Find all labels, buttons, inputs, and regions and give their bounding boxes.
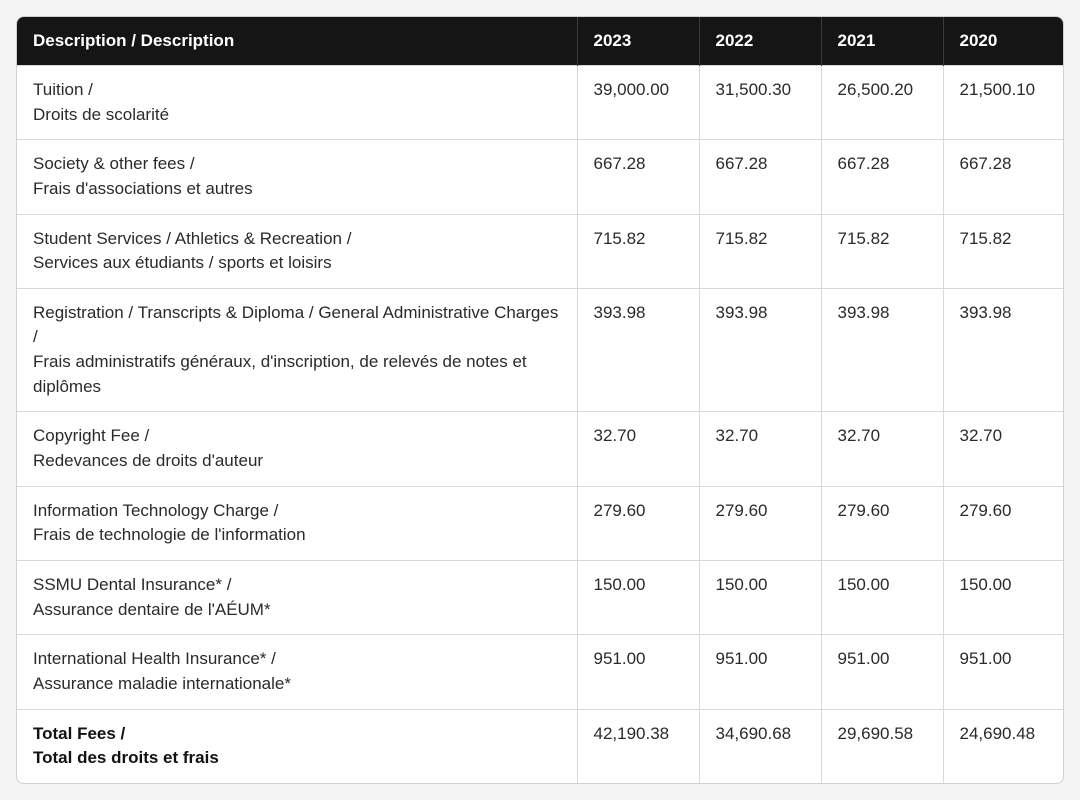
desc-fr: Assurance maladie internationale* bbox=[33, 672, 561, 697]
col-header-2020: 2020 bbox=[943, 17, 1064, 66]
col-header-2022: 2022 bbox=[699, 17, 821, 66]
cell-value: 951.00 bbox=[943, 635, 1064, 709]
desc-fr: Droits de scolarité bbox=[33, 103, 561, 128]
table-row: Total Fees /Total des droits et frais42,… bbox=[17, 709, 1064, 783]
cell-description: Information Technology Charge /Frais de … bbox=[17, 486, 577, 560]
desc-fr: Frais administratifs généraux, d'inscrip… bbox=[33, 350, 561, 399]
desc-en: Total Fees / bbox=[33, 722, 561, 747]
desc-en: Tuition / bbox=[33, 78, 561, 103]
cell-value: 715.82 bbox=[821, 214, 943, 288]
cell-value: 393.98 bbox=[821, 288, 943, 412]
desc-en: International Health Insurance* / bbox=[33, 647, 561, 672]
desc-en: Information Technology Charge / bbox=[33, 499, 561, 524]
table-row: Student Services / Athletics & Recreatio… bbox=[17, 214, 1064, 288]
cell-description: Society & other fees /Frais d'associatio… bbox=[17, 140, 577, 214]
cell-value: 32.70 bbox=[943, 412, 1064, 486]
table-row: Tuition /Droits de scolarité39,000.0031,… bbox=[17, 66, 1064, 140]
cell-value: 667.28 bbox=[943, 140, 1064, 214]
desc-fr: Redevances de droits d'auteur bbox=[33, 449, 561, 474]
cell-description: International Health Insurance* /Assuran… bbox=[17, 635, 577, 709]
table-row: SSMU Dental Insurance* /Assurance dentai… bbox=[17, 560, 1064, 634]
col-header-2021: 2021 bbox=[821, 17, 943, 66]
desc-fr: Frais d'associations et autres bbox=[33, 177, 561, 202]
table-row: International Health Insurance* /Assuran… bbox=[17, 635, 1064, 709]
desc-en: Student Services / Athletics & Recreatio… bbox=[33, 227, 561, 252]
desc-fr: Assurance dentaire de l'AÉUM* bbox=[33, 598, 561, 623]
cell-value: 29,690.58 bbox=[821, 709, 943, 783]
cell-value: 150.00 bbox=[943, 560, 1064, 634]
cell-description: SSMU Dental Insurance* /Assurance dentai… bbox=[17, 560, 577, 634]
cell-value: 21,500.10 bbox=[943, 66, 1064, 140]
cell-value: 150.00 bbox=[577, 560, 699, 634]
cell-value: 393.98 bbox=[699, 288, 821, 412]
desc-fr: Frais de technologie de l'information bbox=[33, 523, 561, 548]
table-row: Information Technology Charge /Frais de … bbox=[17, 486, 1064, 560]
cell-value: 667.28 bbox=[577, 140, 699, 214]
desc-en: Society & other fees / bbox=[33, 152, 561, 177]
desc-en: Registration / Transcripts & Diploma / G… bbox=[33, 301, 561, 350]
cell-value: 667.28 bbox=[821, 140, 943, 214]
cell-value: 393.98 bbox=[943, 288, 1064, 412]
cell-value: 34,690.68 bbox=[699, 709, 821, 783]
fees-table: Description / Description 2023 2022 2021… bbox=[17, 17, 1064, 783]
cell-value: 39,000.00 bbox=[577, 66, 699, 140]
table-row: Society & other fees /Frais d'associatio… bbox=[17, 140, 1064, 214]
cell-description: Registration / Transcripts & Diploma / G… bbox=[17, 288, 577, 412]
cell-value: 951.00 bbox=[821, 635, 943, 709]
cell-value: 715.82 bbox=[699, 214, 821, 288]
cell-value: 279.60 bbox=[821, 486, 943, 560]
cell-description: Copyright Fee /Redevances de droits d'au… bbox=[17, 412, 577, 486]
cell-value: 150.00 bbox=[821, 560, 943, 634]
cell-description: Student Services / Athletics & Recreatio… bbox=[17, 214, 577, 288]
cell-value: 715.82 bbox=[943, 214, 1064, 288]
table-body: Tuition /Droits de scolarité39,000.0031,… bbox=[17, 66, 1064, 783]
fees-table-container: Description / Description 2023 2022 2021… bbox=[16, 16, 1064, 784]
table-header: Description / Description 2023 2022 2021… bbox=[17, 17, 1064, 66]
cell-value: 31,500.30 bbox=[699, 66, 821, 140]
cell-value: 42,190.38 bbox=[577, 709, 699, 783]
col-header-2023: 2023 bbox=[577, 17, 699, 66]
cell-value: 24,690.48 bbox=[943, 709, 1064, 783]
table-row: Registration / Transcripts & Diploma / G… bbox=[17, 288, 1064, 412]
cell-value: 393.98 bbox=[577, 288, 699, 412]
desc-en: SSMU Dental Insurance* / bbox=[33, 573, 561, 598]
cell-value: 150.00 bbox=[699, 560, 821, 634]
cell-value: 951.00 bbox=[577, 635, 699, 709]
desc-fr: Total des droits et frais bbox=[33, 746, 561, 771]
cell-value: 32.70 bbox=[821, 412, 943, 486]
cell-description: Tuition /Droits de scolarité bbox=[17, 66, 577, 140]
cell-value: 32.70 bbox=[577, 412, 699, 486]
cell-description: Total Fees /Total des droits et frais bbox=[17, 709, 577, 783]
cell-value: 26,500.20 bbox=[821, 66, 943, 140]
cell-value: 279.60 bbox=[943, 486, 1064, 560]
col-header-description: Description / Description bbox=[17, 17, 577, 66]
desc-en: Copyright Fee / bbox=[33, 424, 561, 449]
cell-value: 279.60 bbox=[577, 486, 699, 560]
cell-value: 667.28 bbox=[699, 140, 821, 214]
cell-value: 715.82 bbox=[577, 214, 699, 288]
cell-value: 279.60 bbox=[699, 486, 821, 560]
cell-value: 32.70 bbox=[699, 412, 821, 486]
desc-fr: Services aux étudiants / sports et loisi… bbox=[33, 251, 561, 276]
table-row: Copyright Fee /Redevances de droits d'au… bbox=[17, 412, 1064, 486]
cell-value: 951.00 bbox=[699, 635, 821, 709]
